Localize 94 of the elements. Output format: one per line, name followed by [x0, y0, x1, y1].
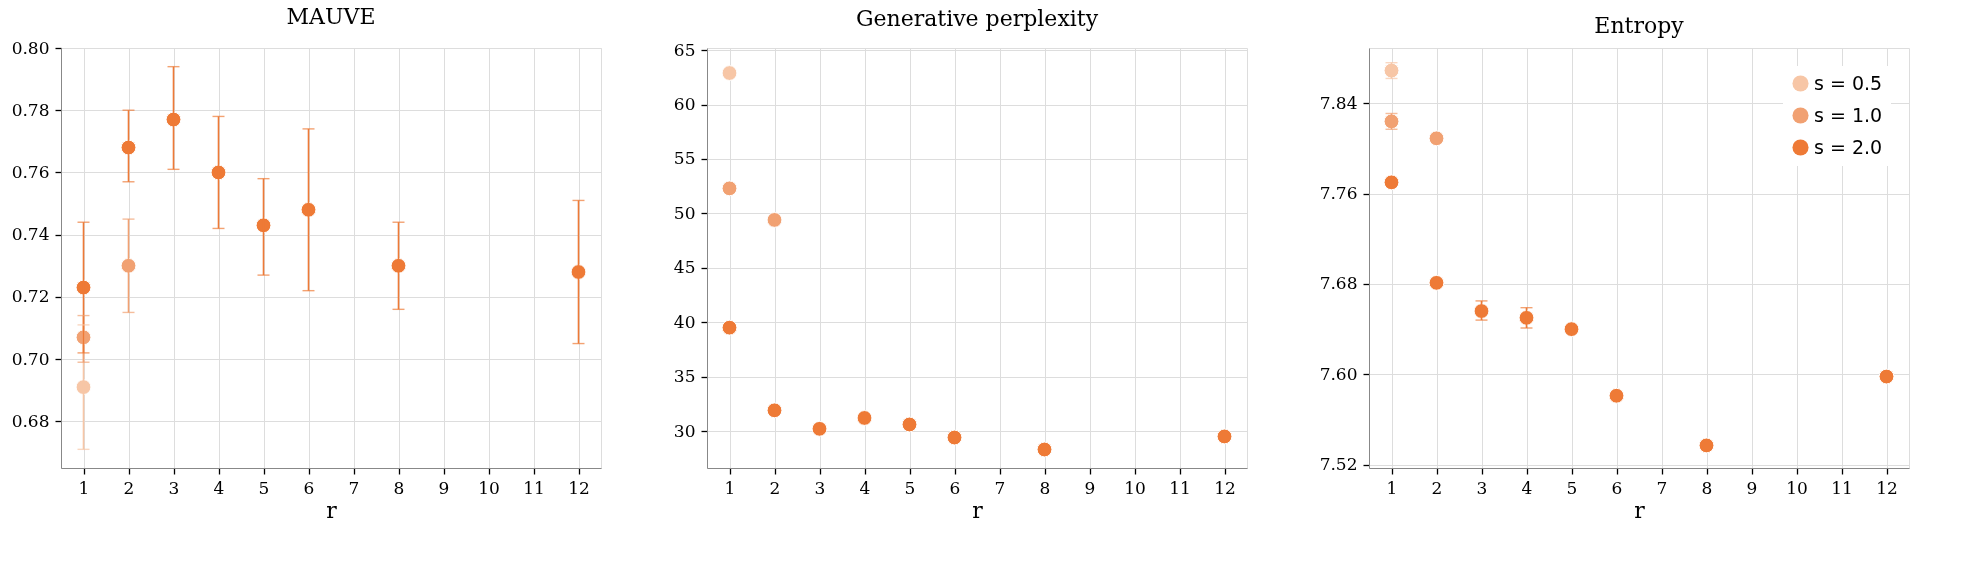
x-tick-label: 11	[523, 477, 545, 498]
y-tick-label: 0.78	[11, 99, 50, 120]
y-tick-label: 0.80	[11, 37, 50, 58]
x-tick-label: 12	[568, 477, 590, 498]
y-tick-label: 7.52	[1319, 454, 1358, 475]
point	[570, 264, 587, 280]
x-tick-label: 10	[478, 477, 500, 498]
point	[811, 420, 828, 437]
point	[120, 257, 137, 274]
y-tick-label: 7.60	[1319, 363, 1358, 384]
legend-label: s = 2.0	[1814, 135, 1883, 158]
point	[766, 212, 783, 228]
x-tick-label: 1	[1386, 477, 1398, 498]
point	[721, 180, 738, 197]
x-tick-label: 11	[1169, 477, 1191, 498]
x-tick-label: 12	[1214, 477, 1236, 498]
point	[1563, 321, 1580, 338]
x-tick-label: 7	[994, 477, 1006, 498]
point	[300, 201, 317, 218]
x-tick-label: 8	[1039, 477, 1051, 498]
x-axis-title: r	[326, 497, 338, 523]
x-tick-label: 6	[303, 477, 315, 498]
x-tick-label: 2	[1431, 477, 1443, 498]
x-tick-label: 12	[1876, 477, 1898, 498]
x-tick-label: 6	[949, 477, 961, 498]
y-tick-label: 7.84	[1319, 92, 1358, 113]
x-tick-label: 5	[904, 477, 916, 498]
y-tick-label: 45	[673, 257, 696, 278]
point	[210, 164, 227, 181]
point	[766, 402, 783, 419]
point	[390, 257, 407, 274]
y-tick-label: 7.76	[1319, 183, 1358, 204]
x-tick-label: 2	[769, 477, 781, 498]
chart-title: Entropy	[1594, 13, 1685, 38]
point	[1608, 387, 1625, 404]
x-tick-label: 1	[78, 477, 90, 498]
point	[75, 279, 92, 296]
x-tick-label: 9	[1084, 477, 1096, 498]
legend-label: s = 1.0	[1814, 103, 1883, 126]
x-tick-label: 2	[123, 477, 135, 498]
point	[255, 217, 272, 234]
y-tick-label: 30	[673, 420, 696, 441]
x-tick-label: 10	[1124, 477, 1146, 498]
point	[1428, 274, 1445, 291]
point	[1428, 130, 1445, 147]
point	[165, 111, 182, 128]
point	[721, 319, 738, 336]
x-tick-label: 7	[348, 477, 360, 498]
y-tick-label: 0.70	[11, 348, 50, 369]
point	[75, 329, 92, 346]
x-tick-label: 4	[213, 477, 225, 498]
y-tick-label: 55	[673, 148, 696, 169]
y-tick-label: 65	[673, 39, 696, 60]
point	[1216, 428, 1233, 445]
x-tick-label: 4	[1521, 477, 1533, 498]
chart-title: MAUVE	[286, 4, 376, 29]
point	[1383, 174, 1400, 191]
y-tick-label: 0.74	[11, 224, 50, 245]
x-tick-label: 10	[1786, 477, 1808, 498]
point	[1036, 441, 1053, 458]
x-axis-title: r	[972, 497, 984, 523]
y-tick-label: 7.68	[1319, 273, 1358, 294]
x-tick-label: 6	[1611, 477, 1623, 498]
x-tick-label: 4	[859, 477, 871, 498]
x-tick-label: 8	[1701, 477, 1713, 498]
y-tick-label: 35	[673, 366, 696, 387]
y-tick-label: 60	[673, 94, 696, 115]
x-tick-label: 11	[1831, 477, 1853, 498]
x-tick-label: 9	[438, 477, 450, 498]
x-tick-label: 3	[1476, 477, 1488, 498]
y-tick-label: 40	[673, 311, 696, 332]
y-tick-label: 0.76	[11, 161, 50, 182]
point	[721, 65, 738, 81]
legend-label: s = 0.5	[1814, 71, 1883, 94]
point	[856, 410, 873, 426]
x-tick-label: 1	[724, 477, 736, 498]
y-tick-label: 50	[673, 202, 696, 223]
x-tick-label: 3	[814, 477, 826, 498]
y-tick-label: 0.68	[11, 410, 50, 431]
x-tick-label: 3	[168, 477, 180, 498]
x-tick-label: 5	[258, 477, 270, 498]
point	[120, 139, 137, 156]
point	[1698, 437, 1715, 454]
point	[1878, 368, 1895, 385]
x-tick-label: 9	[1746, 477, 1758, 498]
x-axis-title: r	[1634, 497, 1646, 523]
point	[901, 416, 918, 433]
point	[946, 429, 963, 446]
x-tick-label: 7	[1656, 477, 1668, 498]
y-tick-label: 0.72	[11, 286, 50, 307]
x-tick-label: 5	[1566, 477, 1578, 498]
x-tick-label: 8	[393, 477, 405, 498]
point	[75, 379, 92, 396]
chart-title: Generative perplexity	[855, 6, 1099, 32]
